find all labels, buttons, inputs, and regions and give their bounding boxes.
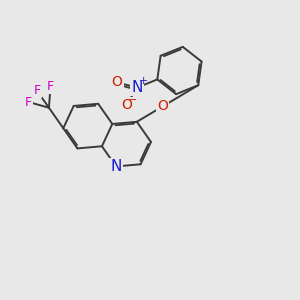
Text: N: N	[131, 80, 142, 95]
Text: F: F	[47, 80, 54, 93]
Text: N: N	[110, 159, 122, 174]
Text: +: +	[139, 76, 148, 86]
Text: F: F	[34, 84, 41, 98]
Text: O: O	[157, 99, 168, 113]
Text: −: −	[128, 95, 138, 105]
Text: O: O	[121, 98, 132, 112]
Text: F: F	[25, 96, 32, 109]
Text: O: O	[112, 75, 123, 89]
